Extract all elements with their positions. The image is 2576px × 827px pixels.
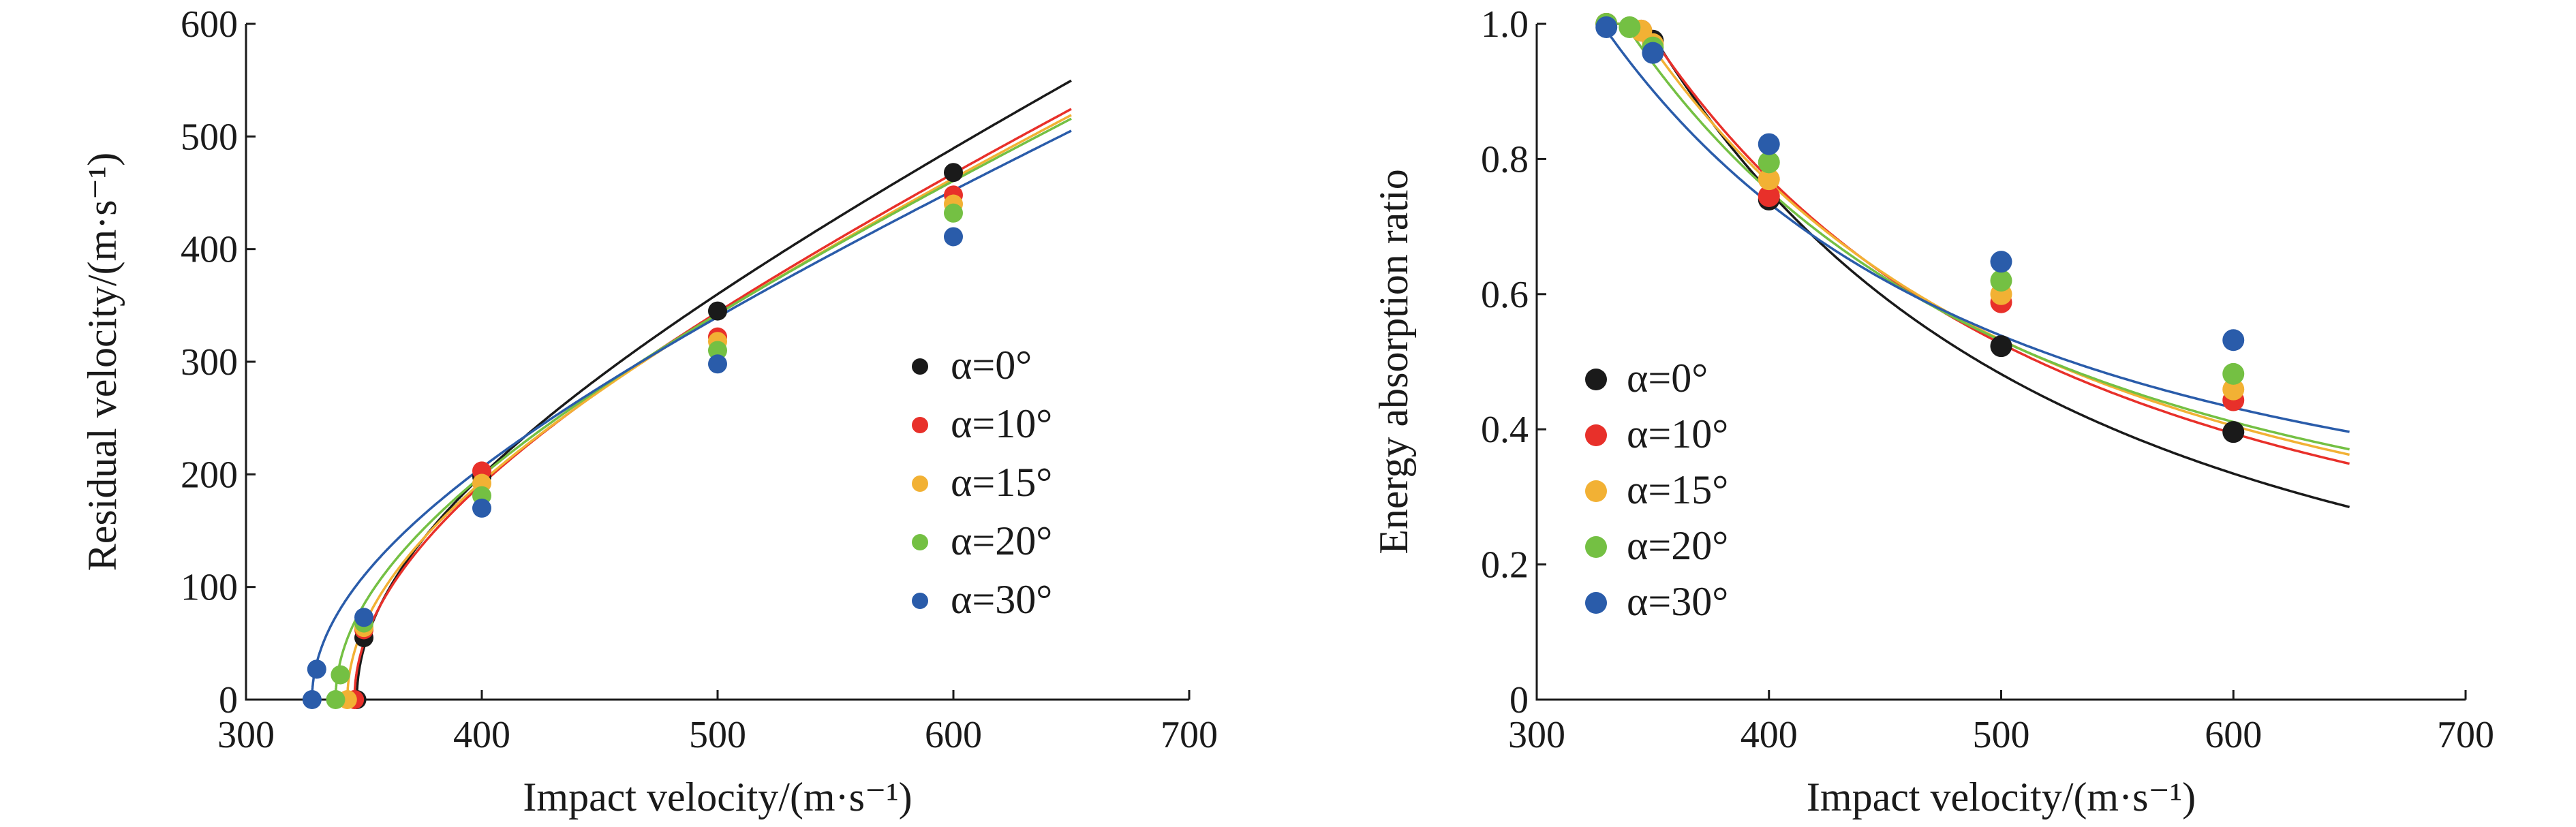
legend-marker: [1585, 369, 1607, 390]
fit-curve-4: [311, 129, 1072, 700]
x-tick-label: 300: [217, 714, 275, 756]
x-tick-label: 700: [2437, 714, 2494, 756]
y-tick-label: 0: [219, 679, 238, 721]
data-point: [944, 203, 963, 223]
legend-marker: [912, 358, 928, 375]
legend-label: α=0°: [951, 343, 1032, 388]
data-point: [944, 163, 963, 183]
legend-marker: [1585, 424, 1607, 446]
legend-label: α=20°: [951, 518, 1052, 563]
x-tick-label: 700: [1161, 714, 1218, 756]
fit-curve-4: [1600, 22, 2350, 433]
y-axis-title: Residual velocity/(m·s⁻¹): [80, 153, 125, 572]
y-tick-label: 1.0: [1481, 3, 1529, 46]
x-axis-title: Impact velocity/(m·s⁻¹): [1807, 775, 2196, 820]
x-tick-label: 400: [1741, 714, 1798, 756]
x-tick-label: 600: [925, 714, 982, 756]
data-point: [1758, 151, 1780, 174]
y-axis-title: Energy absorption ratio: [1371, 169, 1416, 554]
data-point: [1758, 168, 1780, 191]
legend-label: α=15°: [951, 460, 1052, 505]
data-point: [472, 498, 491, 518]
data-point: [1642, 42, 1664, 64]
data-point: [2222, 329, 2245, 352]
data-point: [1758, 185, 1780, 207]
data-point: [1990, 251, 2012, 273]
data-point: [1990, 335, 2012, 358]
legend-marker: [1585, 480, 1607, 502]
y-tick-label: 300: [181, 341, 238, 384]
legend-label: α=0°: [1627, 356, 1708, 401]
data-point: [2222, 378, 2245, 401]
x-tick-label: 600: [2205, 714, 2262, 756]
y-tick-label: 200: [181, 454, 238, 496]
data-point: [331, 665, 350, 685]
y-tick-label: 600: [181, 3, 238, 46]
data-point: [1619, 16, 1641, 38]
legend-label: α=10°: [951, 401, 1052, 446]
x-tick-label: 300: [1508, 714, 1565, 756]
residual-velocity-chart: 300 400 500 600 700 0 100 200 300 400 500 600 Impact…: [80, 3, 1218, 820]
legend-label: α=20°: [1627, 523, 1728, 568]
data-point: [326, 690, 346, 709]
y-tick-label: 100: [181, 567, 238, 609]
y-tick-label: 0: [1509, 679, 1529, 721]
y-tick-label: 0.4: [1481, 409, 1529, 451]
legend-marker: [912, 417, 928, 433]
data-point: [1758, 133, 1780, 155]
data-point: [2222, 421, 2245, 443]
data-point: [944, 227, 963, 247]
y-tick-label: 0.6: [1481, 274, 1529, 316]
x-tick-label: 500: [689, 714, 746, 756]
data-point: [2222, 362, 2245, 385]
legend-marker: [1585, 592, 1607, 614]
legend-marker: [912, 534, 928, 550]
data-point: [1595, 16, 1618, 38]
data-point: [708, 301, 727, 321]
y-tick-label: 500: [181, 116, 238, 158]
legend-label: α=15°: [1627, 467, 1728, 512]
x-axis-title: Impact velocity/(m·s⁻¹): [523, 775, 912, 820]
data-point: [708, 341, 727, 360]
y-tick-label: 0.2: [1481, 544, 1529, 587]
energy-absorption-chart: 300 400 500 600 700 0 0.2 0.4 0.6 0.8 1.0 Impact ve…: [1371, 3, 2494, 820]
data-point: [307, 659, 326, 679]
data-point: [302, 690, 322, 709]
legend-marker: [912, 475, 928, 492]
y-tick-label: 0.8: [1481, 138, 1529, 181]
y-tick-label: 400: [181, 229, 238, 271]
data-point: [354, 608, 373, 627]
legend-label: α=10°: [1627, 411, 1728, 456]
legend-label: α=30°: [951, 577, 1052, 622]
legend-marker: [912, 593, 928, 609]
legend-label: α=30°: [1627, 579, 1728, 624]
x-tick-label: 500: [1973, 714, 2030, 756]
data-point: [708, 354, 727, 374]
legend-marker: [1585, 536, 1607, 558]
data-point: [1990, 269, 2012, 292]
x-tick-label: 400: [453, 714, 510, 756]
